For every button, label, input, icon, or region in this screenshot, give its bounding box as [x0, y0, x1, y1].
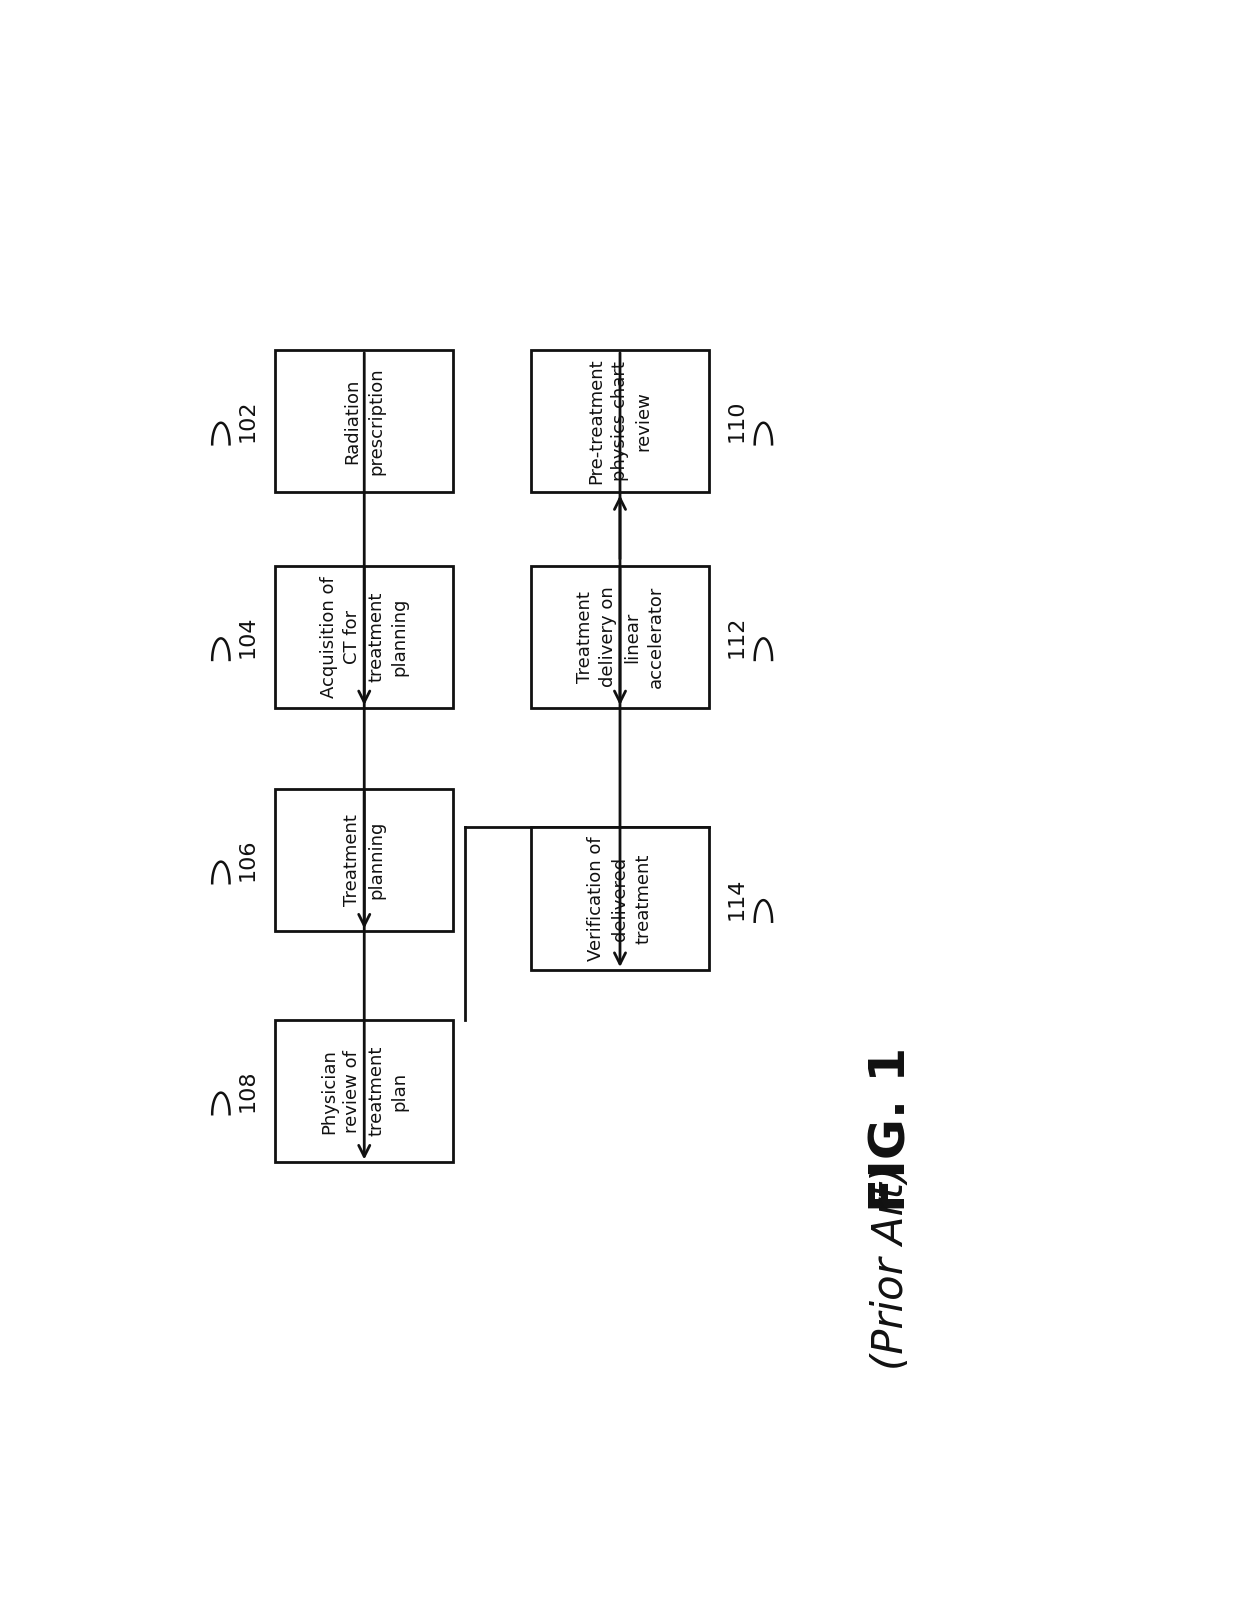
Text: 110: 110	[727, 400, 746, 443]
Text: FIG. 1: FIG. 1	[867, 1047, 915, 1213]
Text: Treatment
planning: Treatment planning	[343, 815, 386, 906]
Text: Treatment
delivery on
linear
accelerator: Treatment delivery on linear accelerator	[575, 585, 665, 689]
Text: 114: 114	[727, 877, 746, 920]
Text: Pre-treatment
physics chart
review: Pre-treatment physics chart review	[588, 358, 652, 484]
Text: Verification of
delivered
treatment: Verification of delivered treatment	[588, 836, 652, 960]
Text: Radiation
prescription: Radiation prescription	[343, 368, 386, 475]
Bar	[531, 350, 709, 492]
Text: (Prior Art): (Prior Art)	[870, 1167, 913, 1371]
Text: 102: 102	[238, 400, 258, 443]
Text: Acquisition of
CT for
treatment
planning: Acquisition of CT for treatment planning	[320, 575, 409, 698]
Text: 112: 112	[727, 615, 746, 658]
Bar	[275, 789, 454, 932]
Bar	[275, 350, 454, 492]
Text: 108: 108	[238, 1071, 258, 1112]
Bar	[531, 566, 709, 708]
Bar	[275, 566, 454, 708]
Text: 104: 104	[238, 615, 258, 658]
Bar	[275, 1020, 454, 1162]
Bar	[531, 828, 709, 970]
Text: Physician
review of
treatment
plan: Physician review of treatment plan	[320, 1047, 409, 1136]
Text: 106: 106	[238, 839, 258, 882]
